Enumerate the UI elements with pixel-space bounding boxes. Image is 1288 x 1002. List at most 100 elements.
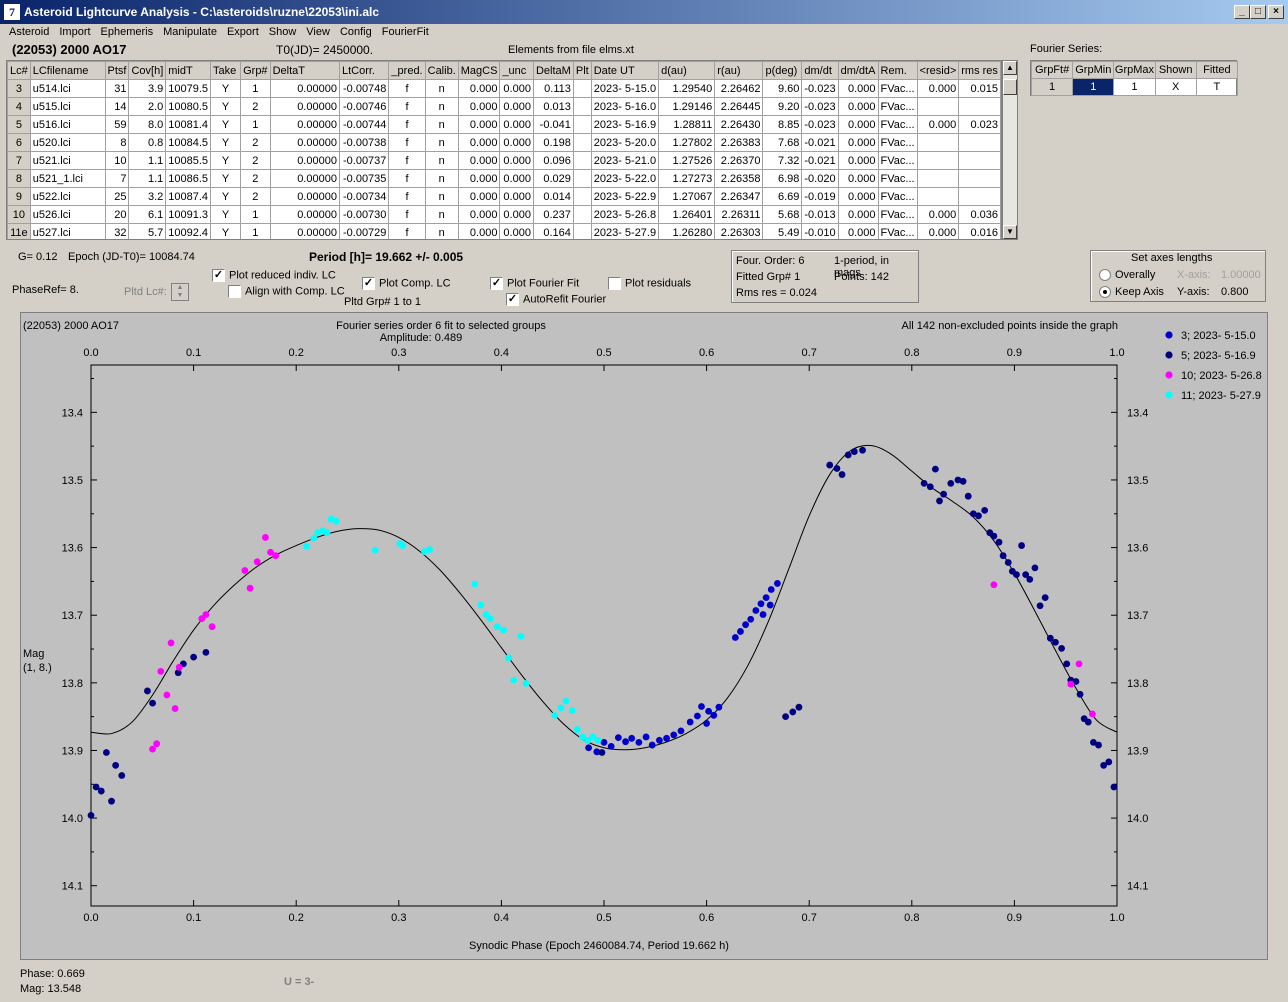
table-cell[interactable]: 1.26280 (658, 223, 716, 239)
col-header[interactable]: Date UT (590, 61, 660, 80)
col-header[interactable]: Lc# (7, 61, 31, 80)
table-cell[interactable] (572, 187, 592, 206)
table-cell[interactable]: 10080.5 (165, 97, 212, 116)
table-cell[interactable]: f (388, 205, 426, 224)
scroll-up-icon[interactable]: ▲ (1003, 61, 1017, 75)
table-cell[interactable]: 6.98 (762, 169, 803, 188)
table-cell[interactable]: f (388, 187, 426, 206)
table-cell[interactable]: 0.00000 (269, 97, 340, 116)
table-cell[interactable]: 0.000 (499, 151, 534, 170)
table-cell[interactable]: n (424, 223, 459, 239)
table-cell[interactable]: 1 (240, 223, 271, 239)
table-cell[interactable]: -0.021 (801, 133, 839, 152)
table-cell[interactable]: 0.000 (837, 151, 879, 170)
table-cell[interactable]: 0.8 (128, 133, 167, 152)
table-cell[interactable]: -0.021 (801, 151, 839, 170)
table-cell[interactable]: 10084.5 (165, 133, 212, 152)
table-cell[interactable]: 9 (7, 187, 31, 206)
table-cell[interactable]: 25 (104, 187, 130, 206)
table-cell[interactable]: 2.26358 (714, 169, 764, 188)
table-cell[interactable]: 2 (240, 133, 271, 152)
table-cell[interactable]: u520.lci (29, 133, 106, 152)
table-cell[interactable]: 2 (240, 169, 271, 188)
table-scrollbar[interactable]: ▲ ▼ (1002, 60, 1018, 240)
table-cell[interactable]: u527.lci (29, 223, 106, 239)
table-cell[interactable]: n (424, 205, 459, 224)
table-cell[interactable]: 1.27526 (658, 151, 716, 170)
table-row[interactable]: 10 u526.lci 20 6.1 10091.3 Y 1 0.00000 -0.00730 f… (7, 205, 1001, 224)
col-header[interactable]: Take (210, 61, 242, 80)
col-header[interactable]: _pred. (388, 61, 426, 80)
table-cell[interactable]: -0.010 (801, 223, 839, 239)
table-cell[interactable]: 1.1 (128, 151, 167, 170)
table-cell[interactable] (958, 133, 1001, 152)
table-cell[interactable] (572, 79, 592, 98)
table-cell[interactable]: 0.000 (457, 133, 501, 152)
table-cell[interactable]: -0.00735 (338, 169, 390, 188)
table-cell[interactable] (958, 97, 1001, 116)
table-cell[interactable]: 9.20 (762, 97, 803, 116)
table-cell[interactable]: n (424, 133, 459, 152)
table-cell[interactable]: -0.020 (801, 169, 839, 188)
scroll-down-icon[interactable]: ▼ (1003, 225, 1017, 239)
table-cell[interactable]: 0.000 (499, 187, 534, 206)
table-cell[interactable]: Y (210, 97, 242, 116)
table-cell[interactable]: 14 (104, 97, 130, 116)
table-cell[interactable] (916, 97, 960, 116)
table-cell[interactable] (572, 169, 592, 188)
table-cell[interactable]: 0.000 (457, 115, 501, 134)
table-cell[interactable]: 7.32 (762, 151, 803, 170)
table-cell[interactable]: 7.68 (762, 133, 803, 152)
table-cell[interactable] (958, 187, 1001, 206)
maximize-button[interactable]: □ (1250, 5, 1266, 19)
table-cell[interactable]: n (424, 187, 459, 206)
table-cell[interactable]: 0.000 (499, 97, 534, 116)
table-cell[interactable]: 2 (240, 187, 271, 206)
table-row[interactable]: 9 u522.lci 25 3.2 10087.4 Y 2 0.00000 -0.00734 f n… (7, 187, 1001, 206)
table-cell[interactable]: 1.29146 (658, 97, 716, 116)
col-header[interactable]: Grp# (240, 61, 271, 80)
col-header[interactable]: Plt (572, 61, 592, 80)
table-cell[interactable]: u522.lci (29, 187, 106, 206)
table-cell[interactable]: -0.00729 (338, 223, 390, 239)
table-cell[interactable]: -0.023 (801, 115, 839, 134)
table-cell[interactable] (916, 187, 960, 206)
lightcurve-table[interactable]: Lc# LCfilename Ptsf Cov[h] midT Take Grp# Delta… (6, 60, 1002, 240)
table-cell[interactable]: 3.9 (128, 79, 167, 98)
col-header[interactable]: LCfilename (29, 61, 106, 80)
table-cell[interactable]: 0.016 (958, 223, 1001, 239)
table-cell[interactable]: 0.000 (916, 79, 960, 98)
table-cell[interactable]: FVac... (877, 169, 918, 188)
table-cell[interactable]: 0.000 (499, 79, 534, 98)
table-cell[interactable] (916, 151, 960, 170)
col-header[interactable]: midT (165, 61, 212, 80)
table-cell[interactable]: 1.29540 (658, 79, 716, 98)
table-cell[interactable]: n (424, 169, 459, 188)
table-cell[interactable]: 0.00000 (269, 223, 340, 239)
col-header[interactable]: d(au) (658, 61, 716, 80)
plot-reduced-checkbox[interactable]: ✓ Plot reduced indiv. LC (212, 269, 336, 282)
table-cell[interactable] (572, 151, 592, 170)
table-cell[interactable]: FVac... (877, 79, 918, 98)
table-cell[interactable]: u514.lci (29, 79, 106, 98)
menu-ephemeris[interactable]: Ephemeris (100, 26, 154, 38)
table-cell[interactable]: 0.000 (499, 223, 534, 239)
autorefit-checkbox[interactable]: ✓ AutoRefit Fourier (506, 293, 606, 306)
table-cell[interactable]: 0.000 (457, 169, 501, 188)
table-cell[interactable]: 1.27273 (658, 169, 716, 188)
table-cell[interactable]: -0.00738 (338, 133, 390, 152)
table-cell[interactable]: -0.041 (532, 115, 574, 134)
table-cell[interactable] (572, 223, 592, 239)
table-cell[interactable]: 1.1 (128, 169, 167, 188)
table-cell[interactable]: 2023- 5-27.9 (590, 223, 660, 239)
table-cell[interactable]: 2.26370 (714, 151, 764, 170)
table-cell[interactable]: 0.000 (499, 115, 534, 134)
table-cell[interactable]: FVac... (877, 97, 918, 116)
col-header[interactable]: r(au) (714, 61, 764, 80)
col-header[interactable]: _unc (499, 61, 534, 80)
table-cell[interactable]: 9.60 (762, 79, 803, 98)
table-cell[interactable]: 0.00000 (269, 79, 340, 98)
table-cell[interactable]: 0.237 (532, 205, 574, 224)
col-header[interactable]: Calib. (424, 61, 459, 80)
table-cell[interactable]: 10 (104, 151, 130, 170)
